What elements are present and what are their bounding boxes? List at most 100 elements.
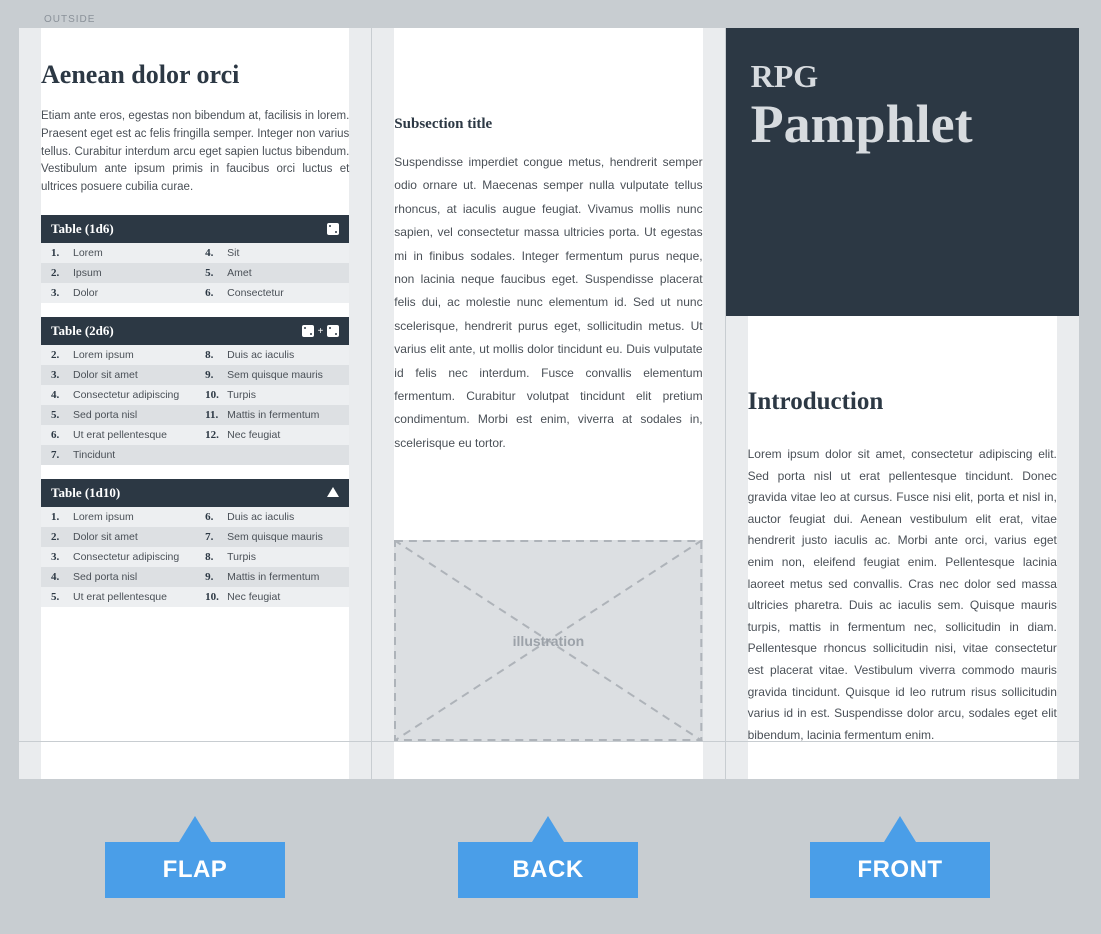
table-row: 1.Lorem ipsum xyxy=(41,507,195,527)
table-body: 1.Lorem ipsum2.Dolor sit amet3.Consectet… xyxy=(41,507,349,607)
row-number: 6. xyxy=(205,287,227,299)
row-value: Tincidunt xyxy=(73,449,115,461)
row-number: 3. xyxy=(51,287,73,299)
table-body: 1.Lorem2.Ipsum3.Dolor4.Sit5.Amet6.Consec… xyxy=(41,243,349,303)
row-number: 10. xyxy=(205,389,227,401)
row-value: Ut erat pellentesque xyxy=(73,591,167,603)
table-column: 1.Lorem2.Ipsum3.Dolor xyxy=(41,243,195,303)
row-number: 12. xyxy=(205,429,227,441)
table-header: Table (2d6)+ xyxy=(41,317,349,345)
front-hero: RPG Pamphlet xyxy=(726,28,1079,316)
hero-subtitle: RPG xyxy=(751,60,1054,92)
row-number: 2. xyxy=(51,349,73,361)
table-header: Table (1d10) xyxy=(41,479,349,507)
label-front-text: FRONT xyxy=(810,842,990,898)
row-number: 4. xyxy=(51,389,73,401)
row-value: Dolor sit amet xyxy=(73,531,138,543)
label-front: FRONT xyxy=(810,816,990,898)
row-number: 7. xyxy=(205,531,227,543)
panel-back: Subsection title Suspendisse imperdiet c… xyxy=(372,28,725,779)
row-number: 5. xyxy=(51,591,73,603)
table-row: 5.Ut erat pellentesque xyxy=(41,587,195,607)
table-row: 7.Sem quisque mauris xyxy=(195,527,349,547)
table-row: 11.Mattis in fermentum xyxy=(195,405,349,425)
label-arrow-icon xyxy=(179,816,211,842)
label-back-text: BACK xyxy=(458,842,638,898)
table-row: 2.Dolor sit amet xyxy=(41,527,195,547)
table-row: 7.Tincidunt xyxy=(41,445,195,465)
d6-icon xyxy=(327,223,339,235)
d10-icon xyxy=(327,487,339,497)
row-number: 4. xyxy=(51,571,73,583)
hero-title: Pamphlet xyxy=(751,96,1054,153)
back-subtitle: Subsection title xyxy=(394,116,702,133)
table-row: 4.Consectetur adipiscing xyxy=(41,385,195,405)
table-header: Table (1d6) xyxy=(41,215,349,243)
random-table: Table (1d6)1.Lorem2.Ipsum3.Dolor4.Sit5.A… xyxy=(41,215,349,303)
row-number: 8. xyxy=(205,349,227,361)
table-row: 10.Turpis xyxy=(195,385,349,405)
plus-icon: + xyxy=(318,326,324,337)
dice-icon-group xyxy=(327,223,339,235)
random-table: Table (1d10)1.Lorem ipsum2.Dolor sit ame… xyxy=(41,479,349,607)
table-title: Table (1d10) xyxy=(51,485,120,501)
table-row: 6.Ut erat pellentesque xyxy=(41,425,195,445)
back-body-text: Suspendisse imperdiet congue metus, hend… xyxy=(394,151,702,455)
table-row: 9.Mattis in fermentum xyxy=(195,567,349,587)
pamphlet-outside: Aenean dolor orci Etiam ante eros, egest… xyxy=(19,28,1079,779)
row-value: Sed porta nisl xyxy=(73,571,137,583)
row-number: 5. xyxy=(51,409,73,421)
row-number: 3. xyxy=(51,551,73,563)
table-row: 2.Ipsum xyxy=(41,263,195,283)
row-number: 11. xyxy=(205,409,227,421)
table-row: 3.Dolor xyxy=(41,283,195,303)
row-value: Sem quisque mauris xyxy=(227,531,323,543)
intro-title: Introduction xyxy=(748,388,1057,416)
d6-icon xyxy=(302,325,314,337)
row-number: 6. xyxy=(51,429,73,441)
label-back: BACK xyxy=(458,816,638,898)
row-value: Amet xyxy=(227,267,252,279)
row-value: Turpis xyxy=(227,551,256,563)
table-row: 12.Nec feugiat xyxy=(195,425,349,445)
row-number: 5. xyxy=(205,267,227,279)
row-number: 9. xyxy=(205,571,227,583)
table-column: 8.Duis ac iaculis9.Sem quisque mauris10.… xyxy=(195,345,349,465)
label-arrow-icon xyxy=(532,816,564,842)
row-value: Mattis in fermentum xyxy=(227,409,319,421)
row-value: Mattis in fermentum xyxy=(227,571,319,583)
table-body: 2.Lorem ipsum3.Dolor sit amet4.Consectet… xyxy=(41,345,349,465)
row-value: Duis ac iaculis xyxy=(227,349,294,361)
label-arrow-icon xyxy=(884,816,916,842)
panel-flap: Aenean dolor orci Etiam ante eros, egest… xyxy=(19,28,372,779)
row-value: Dolor xyxy=(73,287,98,299)
table-row: 4.Sed porta nisl xyxy=(41,567,195,587)
row-number: 1. xyxy=(51,247,73,259)
row-number: 2. xyxy=(51,531,73,543)
table-row: 3.Dolor sit amet xyxy=(41,365,195,385)
row-number: 4. xyxy=(205,247,227,259)
random-table: Table (2d6)+2.Lorem ipsum3.Dolor sit ame… xyxy=(41,317,349,465)
table-row: 2.Lorem ipsum xyxy=(41,345,195,365)
row-value: Lorem ipsum xyxy=(73,511,134,523)
row-number: 3. xyxy=(51,369,73,381)
table-column: 2.Lorem ipsum3.Dolor sit amet4.Consectet… xyxy=(41,345,195,465)
table-column: 4.Sit5.Amet6.Consectetur xyxy=(195,243,349,303)
illustration-placeholder: illustration xyxy=(394,540,702,741)
label-flap: FLAP xyxy=(105,816,285,898)
panel-front: RPG Pamphlet Introduction Lorem ipsum do… xyxy=(726,28,1079,779)
table-row: 1.Lorem xyxy=(41,243,195,263)
table-column: 6.Duis ac iaculis7.Sem quisque mauris8.T… xyxy=(195,507,349,607)
row-number: 2. xyxy=(51,267,73,279)
label-flap-text: FLAP xyxy=(105,842,285,898)
row-value: Consectetur xyxy=(227,287,284,299)
illustration-label: illustration xyxy=(513,633,585,649)
row-number: 6. xyxy=(205,511,227,523)
row-number: 8. xyxy=(205,551,227,563)
row-number: 1. xyxy=(51,511,73,523)
row-value: Lorem xyxy=(73,247,103,259)
row-value: Ut erat pellentesque xyxy=(73,429,167,441)
table-row: 5.Amet xyxy=(195,263,349,283)
table-row: 9.Sem quisque mauris xyxy=(195,365,349,385)
table-row: 8.Turpis xyxy=(195,547,349,567)
